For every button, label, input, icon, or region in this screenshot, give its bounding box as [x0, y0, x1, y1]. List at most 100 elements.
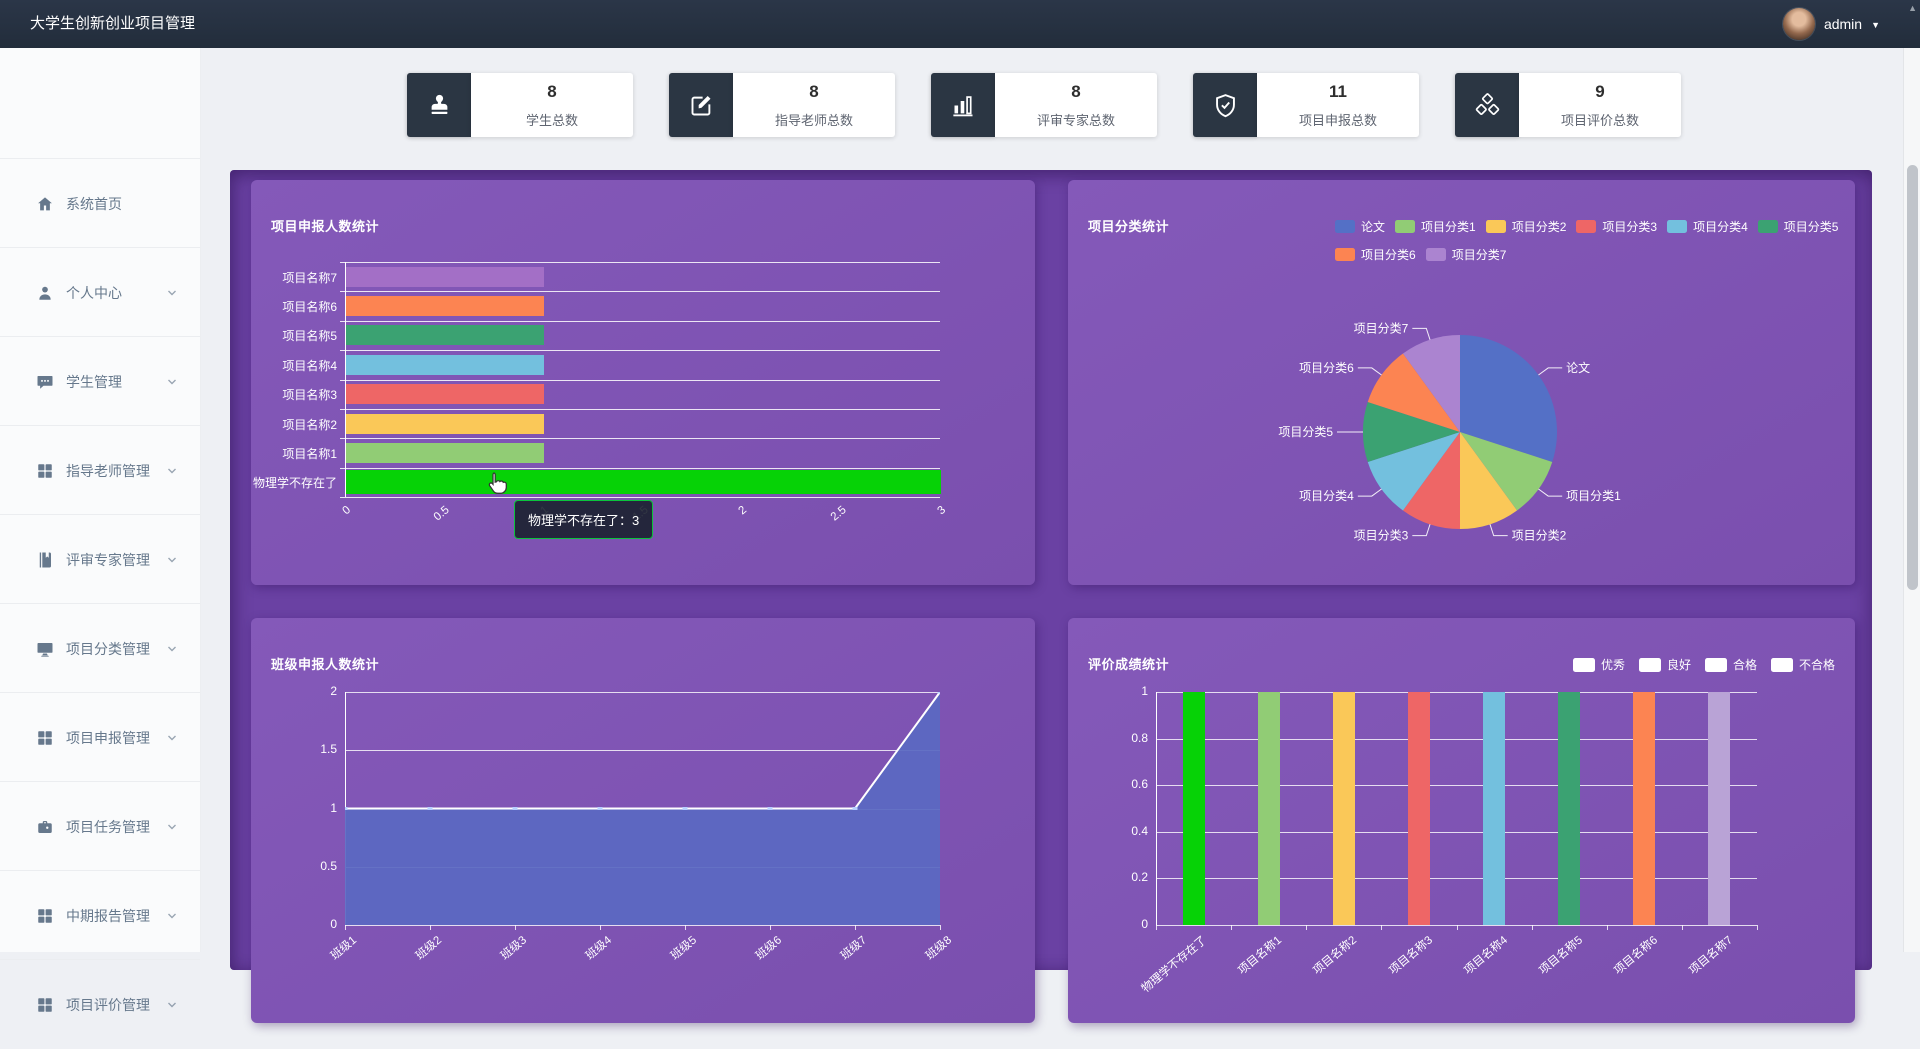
data-point-marker[interactable] [852, 807, 858, 810]
grid-line [340, 438, 345, 440]
stat-label: 评审专家总数 [1036, 113, 1115, 128]
bar-项目名称2[interactable] [1332, 692, 1355, 925]
legend-item-项目分类4[interactable]: 项目分类4 [1667, 218, 1748, 235]
grid-line [340, 379, 345, 381]
sidebar-item-midterm-reports[interactable]: 中期报告管理 [0, 870, 200, 960]
bar-项目名称1[interactable] [1257, 692, 1280, 925]
category-label: 项目名称1 [282, 446, 337, 461]
legend-swatch [1704, 657, 1727, 672]
legend-item-论文[interactable]: 论文 [1335, 218, 1385, 235]
x-tick-label: 班级6 [753, 934, 784, 963]
data-point-marker[interactable] [345, 807, 348, 810]
bar-项目名称7[interactable] [1708, 692, 1731, 925]
data-point-marker[interactable] [767, 807, 773, 810]
sidebar-item-home[interactable]: 系统首页 [0, 158, 200, 248]
legend-item-项目分类3[interactable]: 项目分类3 [1576, 218, 1657, 235]
pie-slice-项目分类6[interactable] [1367, 353, 1460, 432]
legend-item-项目分类7[interactable]: 项目分类7 [1425, 246, 1507, 263]
chevron-down-icon [166, 465, 178, 477]
legend-label: 项目分类3 [1602, 220, 1658, 234]
legend-item-项目分类5[interactable]: 项目分类5 [1757, 218, 1838, 235]
panel-title: 班级申报人数统计 [271, 657, 380, 672]
sidebar-item-label: 项目评价管理 [66, 996, 150, 1013]
stat-value: 8 [1071, 82, 1081, 101]
sidebar-item-project-evaluation[interactable]: 项目评价管理 [0, 959, 200, 1049]
data-point-marker[interactable] [597, 807, 603, 810]
grid-line [1156, 878, 1757, 880]
scroll-up-button[interactable]: ▲ [1908, 3, 1917, 13]
user-menu[interactable]: admin ▼ [1782, 0, 1880, 48]
chevron-down-icon [166, 732, 178, 744]
avatar[interactable] [1782, 8, 1815, 40]
pie-label: 项目分类4 [1299, 489, 1354, 503]
sidebar-item-project-tasks[interactable]: 项目任务管理 [0, 781, 200, 871]
scrollbar-thumb[interactable] [1907, 165, 1918, 590]
chevron-down-icon [166, 287, 178, 299]
pie-slice-项目分类2[interactable] [1460, 432, 1518, 529]
sidebar-item-advisors[interactable]: 指导老师管理 [0, 425, 200, 515]
sidebar-item-experts[interactable]: 评审专家管理 [0, 514, 200, 604]
grid-line [770, 925, 771, 930]
bar-项目名称3[interactable] [1407, 692, 1430, 925]
bar-项目名称3[interactable] [346, 384, 545, 405]
bar-项目名称7[interactable] [346, 266, 545, 287]
area-line [345, 692, 940, 810]
legend-item-合格[interactable]: 合格 [1704, 656, 1757, 673]
bar-项目名称6[interactable] [1633, 692, 1656, 925]
y-tick-label: 2 [330, 684, 337, 698]
data-point-marker[interactable] [682, 807, 688, 810]
shield-check-icon [1193, 73, 1257, 137]
pie-label: 项目分类1 [1566, 489, 1621, 503]
bar-项目名称4[interactable] [1483, 692, 1506, 925]
legend-item-良好[interactable]: 良好 [1638, 656, 1691, 673]
sidebar-item-label: 评审专家管理 [66, 551, 150, 568]
bar-物理学不存在了[interactable] [1182, 692, 1205, 925]
panel-title: 项目申报人数统计 [271, 219, 380, 234]
grid-line [600, 925, 601, 930]
legend-swatch [1638, 657, 1661, 672]
x-tick-label: 项目名称6 [1612, 934, 1660, 978]
legend-swatch [1335, 220, 1355, 233]
x-tick-label: 班级4 [583, 934, 614, 963]
stat-value: 8 [547, 82, 557, 101]
legend-label: 项目分类7 [1451, 248, 1507, 262]
sidebar-item-students[interactable]: 学生管理 [0, 336, 200, 426]
bar-项目名称5[interactable] [346, 325, 545, 346]
username[interactable]: admin [1823, 16, 1863, 32]
stat-label: 学生总数 [525, 113, 578, 128]
grid-line [345, 379, 940, 381]
pie-slice-论文[interactable] [1460, 335, 1557, 462]
legend-item-不合格[interactable]: 不合格 [1770, 656, 1835, 673]
stat-card-body: 8 指导老师总数 [733, 73, 895, 137]
bar-项目名称2[interactable] [346, 413, 545, 434]
legend-item-项目分类6[interactable]: 项目分类6 [1335, 246, 1416, 263]
user-icon [36, 284, 54, 302]
bar-项目名称1[interactable] [346, 442, 545, 463]
bar-项目名称5[interactable] [1558, 692, 1581, 925]
pie-slice-项目分类1[interactable] [1460, 432, 1553, 511]
bar-项目名称4[interactable] [346, 354, 545, 375]
bar-物理学不存在了[interactable] [346, 470, 941, 495]
data-point-marker[interactable] [937, 692, 941, 694]
sidebar-item-project-categories[interactable]: 项目分类管理 [0, 603, 200, 693]
data-point-marker[interactable] [512, 807, 518, 810]
grid-line [855, 925, 856, 930]
sidebar-item-project-declare[interactable]: 项目申报管理 [0, 692, 200, 782]
legend-item-优秀[interactable]: 优秀 [1572, 656, 1625, 673]
legend-item-项目分类2[interactable]: 项目分类2 [1485, 218, 1566, 235]
pie-slice-项目分类7[interactable] [1402, 335, 1460, 432]
pie-slice-项目分类4[interactable] [1367, 432, 1460, 511]
pie-slice-项目分类5[interactable] [1363, 402, 1460, 462]
pie-label-line [1412, 327, 1431, 340]
bar-项目名称6[interactable] [346, 296, 545, 317]
x-tick-label: 2.5 [828, 504, 849, 524]
sidebar-item-profile[interactable]: 个人中心 [0, 247, 200, 337]
data-point-marker[interactable] [427, 807, 433, 810]
area-series[interactable] [345, 692, 940, 925]
chevron-down-icon [166, 376, 178, 388]
chevron-down-icon: ▼ [1871, 20, 1880, 30]
legend-item-项目分类1[interactable]: 项目分类1 [1395, 218, 1476, 235]
grid-line [1681, 925, 1683, 930]
pie-slice-项目分类3[interactable] [1402, 432, 1460, 529]
x-tick-label: 项目名称3 [1386, 934, 1435, 978]
